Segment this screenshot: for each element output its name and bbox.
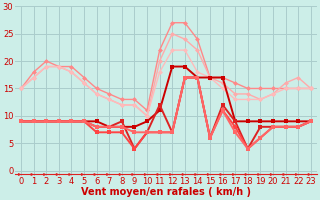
X-axis label: Vent moyen/en rafales ( km/h ): Vent moyen/en rafales ( km/h ): [81, 187, 251, 197]
